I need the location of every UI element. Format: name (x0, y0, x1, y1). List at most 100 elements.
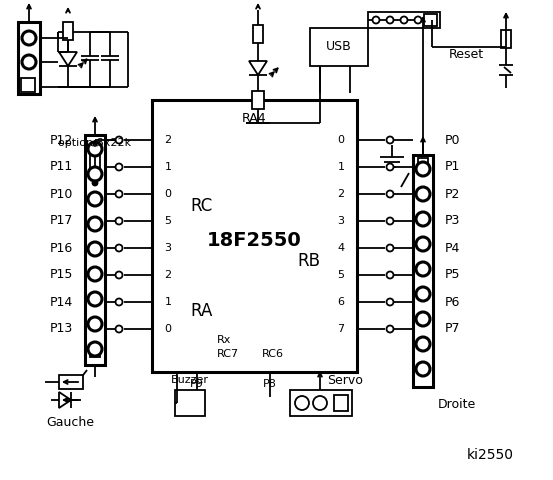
Bar (85, 135, 105, 365)
Text: 0: 0 (164, 324, 171, 334)
Circle shape (92, 180, 97, 185)
Bar (253, 25, 263, 43)
Text: RC6: RC6 (262, 349, 284, 359)
Text: P8: P8 (263, 379, 276, 389)
Circle shape (22, 31, 36, 45)
Text: 5: 5 (164, 216, 171, 226)
Bar (424, 14, 437, 26)
Circle shape (116, 136, 123, 144)
Text: Gauche: Gauche (46, 416, 94, 429)
Bar (63, 22, 73, 40)
Circle shape (415, 16, 421, 24)
Text: Reset: Reset (449, 48, 484, 61)
Text: 0: 0 (337, 135, 345, 145)
Circle shape (416, 337, 430, 351)
Circle shape (88, 217, 102, 231)
Bar (290, 390, 352, 416)
Text: 2: 2 (164, 270, 171, 280)
Circle shape (116, 164, 123, 170)
Bar (418, 158, 428, 170)
Text: P17: P17 (50, 215, 73, 228)
Circle shape (116, 217, 123, 225)
Bar (90, 155, 100, 173)
Text: RC7: RC7 (217, 349, 239, 359)
Text: P14: P14 (50, 296, 73, 309)
Circle shape (88, 317, 102, 331)
Circle shape (295, 396, 309, 410)
Text: 5: 5 (337, 270, 345, 280)
Text: P5: P5 (445, 268, 461, 281)
Text: P10: P10 (50, 188, 73, 201)
Circle shape (387, 136, 394, 144)
Circle shape (88, 342, 102, 356)
Circle shape (116, 191, 123, 197)
Bar (175, 390, 205, 416)
Text: P3: P3 (445, 215, 461, 228)
Text: P7: P7 (445, 323, 461, 336)
Circle shape (88, 267, 102, 281)
Circle shape (416, 312, 430, 326)
Circle shape (88, 167, 102, 181)
Bar (501, 30, 511, 48)
Text: RA4: RA4 (242, 111, 267, 124)
Circle shape (416, 162, 430, 176)
Circle shape (387, 164, 394, 170)
Circle shape (416, 212, 430, 226)
Bar (413, 155, 433, 387)
Text: Droite: Droite (438, 398, 476, 411)
Circle shape (416, 362, 430, 376)
Text: P6: P6 (445, 296, 461, 309)
Text: P11: P11 (50, 160, 73, 173)
Text: P0: P0 (445, 133, 461, 146)
Text: P16: P16 (50, 241, 73, 254)
Text: 3: 3 (164, 243, 171, 253)
Text: 4: 4 (337, 243, 345, 253)
Circle shape (387, 272, 394, 278)
Text: P15: P15 (50, 268, 73, 281)
Circle shape (88, 242, 102, 256)
Circle shape (116, 325, 123, 333)
Text: RC: RC (191, 197, 213, 215)
Text: 7: 7 (337, 324, 345, 334)
Circle shape (387, 325, 394, 333)
Text: P4: P4 (445, 241, 461, 254)
Circle shape (416, 187, 430, 201)
Bar (368, 12, 440, 28)
Text: 2: 2 (337, 189, 345, 199)
Text: USB: USB (326, 40, 352, 53)
Text: P1: P1 (445, 160, 461, 173)
Text: 3: 3 (337, 216, 345, 226)
Circle shape (387, 299, 394, 305)
Bar (59, 375, 83, 389)
Circle shape (116, 272, 123, 278)
Circle shape (387, 191, 394, 197)
Text: 18F2550: 18F2550 (207, 231, 302, 251)
Bar (90, 345, 100, 357)
Bar (18, 22, 40, 94)
Circle shape (387, 16, 394, 24)
Text: RB: RB (298, 252, 321, 270)
Circle shape (313, 396, 327, 410)
Text: Rx: Rx (217, 335, 231, 345)
Circle shape (387, 244, 394, 252)
Text: P2: P2 (445, 188, 461, 201)
Bar (252, 91, 264, 109)
Text: P9: P9 (190, 379, 204, 389)
Text: ki2550: ki2550 (467, 448, 514, 462)
Circle shape (373, 16, 379, 24)
Text: RA: RA (191, 302, 213, 320)
Text: 1: 1 (164, 297, 171, 307)
Text: P13: P13 (50, 323, 73, 336)
Text: 1: 1 (164, 162, 171, 172)
Text: 2: 2 (164, 135, 171, 145)
Circle shape (88, 292, 102, 306)
Circle shape (387, 217, 394, 225)
Circle shape (22, 55, 36, 69)
Text: Buzzer: Buzzer (171, 375, 209, 385)
Text: 6: 6 (337, 297, 345, 307)
Circle shape (116, 299, 123, 305)
Circle shape (116, 244, 123, 252)
Bar (21, 78, 35, 92)
Circle shape (416, 262, 430, 276)
Text: 1: 1 (337, 162, 345, 172)
